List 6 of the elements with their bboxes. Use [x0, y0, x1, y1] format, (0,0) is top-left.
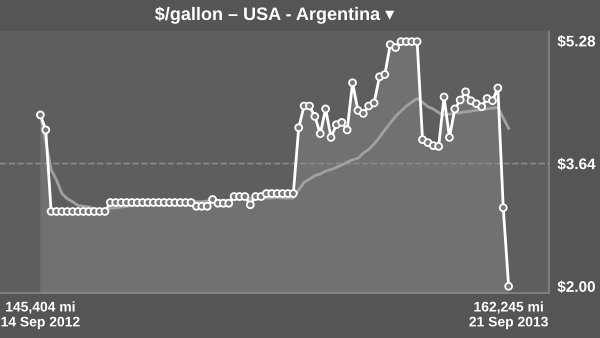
- x-tick-label: 145,404 mi 14 Sep 2012: [1, 301, 80, 330]
- chart-title: $/gallon – USA - Argentina ▾: [155, 6, 394, 24]
- y-tick-label: $5.28: [558, 35, 596, 48]
- y-tick-label: $3.64: [558, 158, 596, 170]
- y-tick-label: $2.00: [558, 280, 595, 293]
- x-tick-label: 162,245 mi 21 Sep 2013: [469, 301, 548, 330]
